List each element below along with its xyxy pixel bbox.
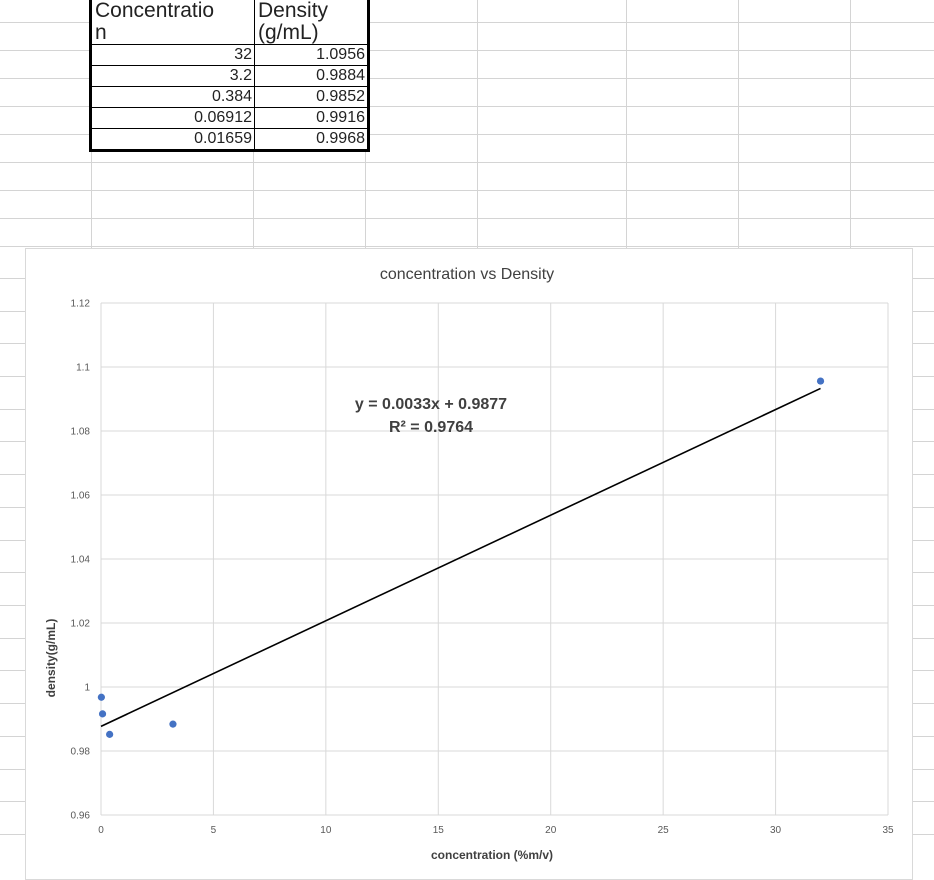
grid-row-line [0,22,934,23]
grid-row-line [0,106,934,107]
data-point[interactable] [106,730,114,738]
cell-concentration[interactable]: 0.06912 [90,107,255,129]
table-row: 0.384 0.9852 [90,86,369,108]
y-tick-label: 0.98 [71,747,91,758]
grid-row-line [0,162,934,163]
scatter-chart: concentration vs Density 0.96 0.98 1 1.02 1.… [44,266,894,862]
y-tick-label: 1.08 [71,427,91,438]
header-concentration[interactable]: Concentratio n [90,0,255,45]
x-tick-label: 25 [658,825,670,836]
cell-density[interactable]: 0.9852 [254,86,369,108]
y-tick-label: 1.06 [71,491,91,502]
x-tick-label: 15 [433,825,445,836]
header-density[interactable]: Density (g/mL) [254,0,369,45]
cell-density[interactable]: 0.9916 [254,107,369,129]
grid-row-line [0,190,934,191]
gridlines [100,302,889,816]
data-points [97,377,825,738]
cell-density[interactable]: 0.9884 [254,65,369,87]
data-point[interactable] [816,377,825,385]
trendline[interactable] [100,387,821,728]
x-axis-label: concentration (%m/v) [431,848,553,862]
x-tick-label: 0 [98,825,104,836]
y-tick-label: 1 [84,683,90,694]
table-row: 3.2 0.9884 [90,65,369,87]
axis-ticks: 0.96 0.98 1 1.02 1.04 1.06 1.08 1.1 1.12 0 5 10 15 20… [71,299,894,837]
table-row: 0.06912 0.9916 [90,107,369,129]
y-tick-label: 1.1 [76,363,90,374]
x-tick-label: 20 [545,825,557,836]
grid-row-line [0,78,934,79]
cell-concentration[interactable]: 32 [90,44,255,66]
grid-row-line [0,134,934,135]
grid-col-line [477,0,478,248]
header-concentration-text: Concentratio n [95,0,215,44]
cell-concentration[interactable]: 0.01659 [90,128,255,151]
data-point[interactable] [169,720,177,728]
chart-title: concentration vs Density [380,266,554,283]
y-tick-label: 1.02 [71,619,91,630]
table-row: 32 1.0956 [90,44,369,66]
data-table: Concentratio n Density (g/mL) 32 1.0956 … [89,0,370,152]
grid-col-line [850,0,851,248]
cell-concentration[interactable]: 0.384 [90,86,255,108]
trendline-r-squared[interactable]: R² = 0.9764 [389,419,473,436]
cell-density[interactable]: 1.0956 [254,44,369,66]
y-tick-label: 1.04 [71,555,91,566]
chart-container[interactable]: concentration vs Density 0.96 0.98 1 1.02 1.… [25,248,913,880]
y-tick-label: 1.12 [71,299,91,310]
grid-row-line [0,50,934,51]
data-point[interactable] [98,710,107,718]
data-point[interactable] [97,693,105,701]
y-axis-label: density(g/mL) [44,619,58,698]
grid-col-line [626,0,627,248]
y-tick-label: 0.96 [71,811,91,822]
cell-concentration[interactable]: 3.2 [90,65,255,87]
cell-density[interactable]: 0.9968 [254,128,369,151]
table-header-row: Concentratio n Density (g/mL) [90,0,369,45]
x-tick-label: 30 [770,825,782,836]
x-tick-label: 35 [882,825,894,836]
x-tick-label: 5 [211,825,217,836]
x-tick-label: 10 [320,825,332,836]
grid-row-line [0,218,934,219]
table-row: 0.01659 0.9968 [90,128,369,151]
grid-col-line [738,0,739,248]
grid-row-line [0,246,934,247]
trendline-equation[interactable]: y = 0.0033x + 0.9877 [355,396,507,413]
header-density-text: Density (g/mL) [258,0,329,44]
